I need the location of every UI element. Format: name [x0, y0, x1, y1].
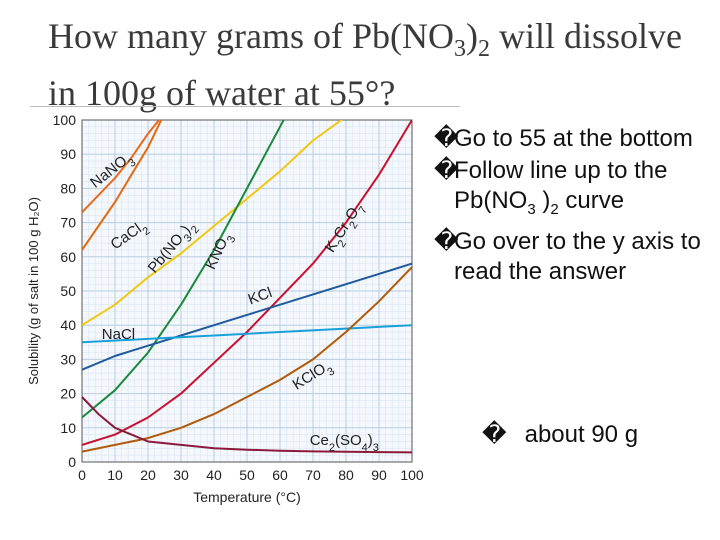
series-label: NaCl — [102, 326, 135, 343]
x-tick-label: 10 — [107, 467, 123, 483]
x-tick-label: 50 — [239, 467, 255, 483]
y-tick-label: 50 — [60, 283, 76, 299]
bullet-text: Go to 55 at the bottom — [454, 125, 693, 152]
series-line — [82, 266, 412, 453]
y-tick-label: 10 — [60, 420, 76, 436]
bullet-text: Go over to the y axis to read the answer — [454, 227, 701, 285]
y-tick-label: 90 — [60, 146, 76, 162]
y-tick-label: 40 — [60, 317, 76, 333]
y-tick-label: 100 — [53, 112, 77, 128]
x-tick-label: 100 — [400, 467, 424, 483]
title-text-1: How many grams of Pb(NO — [48, 16, 454, 56]
y-tick-label: 20 — [60, 386, 76, 402]
bullet-text: curve — [558, 187, 625, 214]
bullet-item: � Go to 55 at the bottom — [434, 124, 714, 154]
y-tick-label: 60 — [60, 249, 76, 265]
y-tick-label: 30 — [60, 351, 76, 367]
series-line — [82, 396, 412, 454]
solubility-chart: 0 10 20 30 40 50 60 70 80 90 100 0 10 20 30 40 50 60 70 80 9… — [26, 112, 424, 505]
bullet-item: � Follow line up to the Pb(NO3 )2 curve — [434, 156, 714, 225]
x-tick-label: 0 — [78, 467, 86, 483]
bullet-text: Follow line up to the Pb(NO — [454, 157, 668, 214]
y-tick-label: 80 — [60, 180, 76, 196]
x-tick-label: 20 — [140, 467, 156, 483]
bullet-sub: 3 — [527, 200, 536, 218]
title-text-2: ) — [465, 16, 478, 56]
y-tick-label: 0 — [68, 454, 76, 470]
answer-text: about 90 g — [524, 421, 639, 448]
bullet-marker: � — [434, 227, 459, 255]
answer-marker: � — [482, 421, 507, 448]
x-tick-label: 40 — [206, 467, 222, 483]
x-tick-label: 60 — [272, 467, 288, 483]
x-tick-label: 80 — [338, 467, 354, 483]
plot-frame — [81, 119, 413, 463]
slide-title: How many grams of Pb(NO3)2 will dissolve… — [48, 14, 688, 115]
bullet-marker: � — [434, 125, 459, 152]
bullet-marker: � — [434, 157, 459, 184]
y-tick-label: 70 — [60, 215, 76, 231]
x-tick-label: 30 — [173, 467, 189, 483]
series-label: Ce2(SO4)3 — [310, 432, 379, 454]
bullet-sub: 2 — [550, 200, 559, 218]
y-axis-label: Solubility (g of salt in 100 g H₂O) — [26, 197, 41, 385]
series-line — [82, 324, 412, 344]
series-line — [82, 120, 161, 213]
x-tick-label: 90 — [371, 467, 387, 483]
title-sub-1: 3 — [453, 36, 466, 63]
bullet-text: ) — [535, 187, 551, 214]
answer-line: � about 90 g — [482, 420, 638, 449]
series-line — [82, 120, 412, 446]
title-divider — [30, 106, 460, 107]
title-sub-2: 2 — [477, 36, 490, 63]
x-tick-label: 70 — [305, 467, 321, 483]
bullet-item: � Go over to the y axis to read the answ… — [434, 227, 714, 287]
instruction-bullets: � Go to 55 at the bottom � Follow line u… — [434, 124, 714, 289]
x-axis-label: Temperature (°C) — [193, 489, 301, 505]
series-line — [82, 120, 285, 419]
series-line — [82, 262, 412, 371]
series-line — [82, 120, 163, 251]
series-line — [82, 120, 344, 327]
